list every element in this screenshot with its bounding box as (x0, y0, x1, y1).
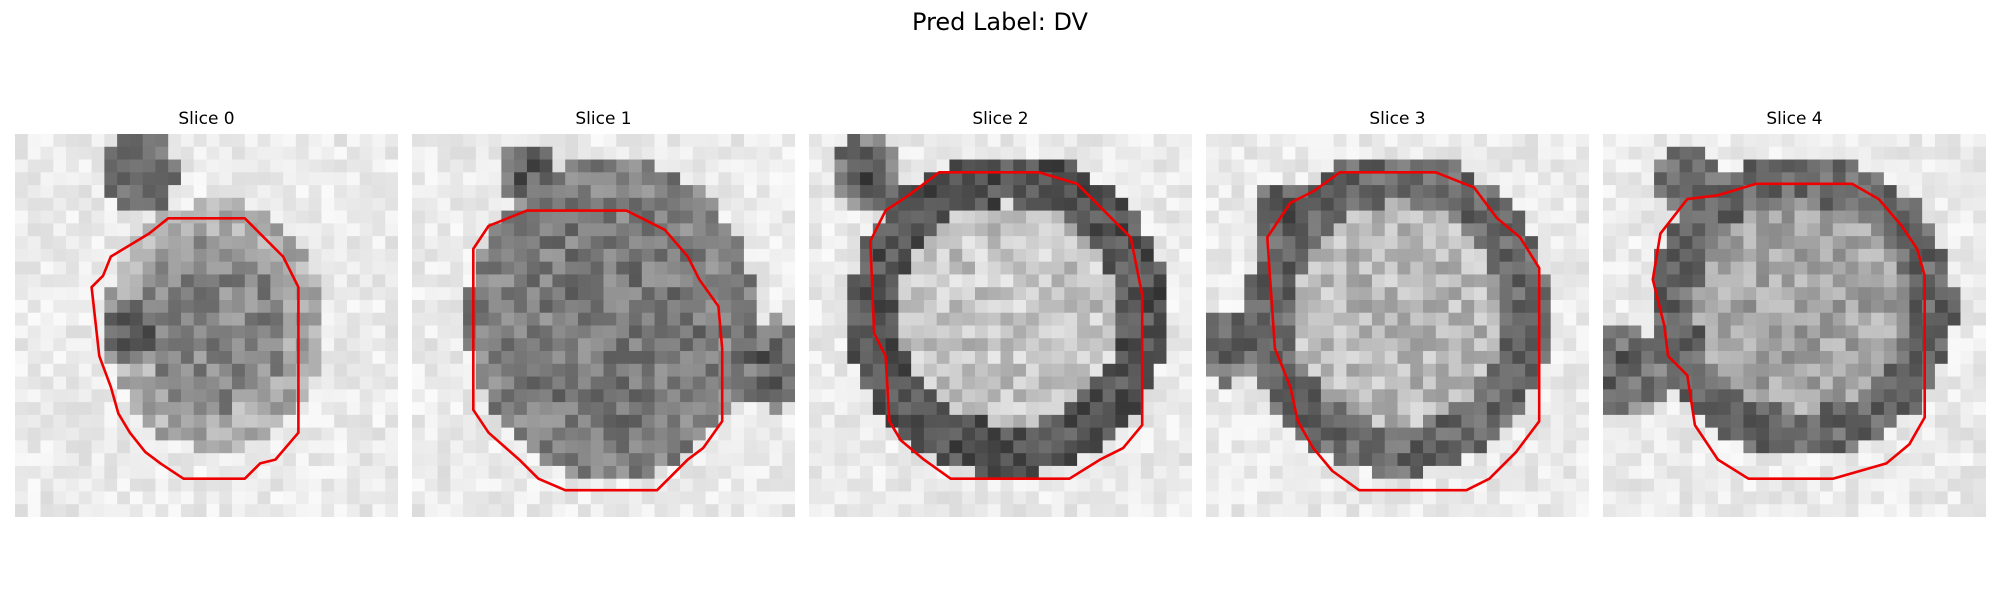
slice-pixels-1 (412, 134, 795, 517)
slice-title-3: Slice 3 (1369, 109, 1426, 129)
slice-image-3 (1206, 134, 1589, 517)
slice-image-2 (809, 134, 1192, 517)
segmentation-contour-2 (868, 170, 1144, 481)
segmentation-contour-4 (1651, 182, 1927, 481)
slice-image-0 (15, 134, 398, 517)
slice-pixels-0 (15, 134, 398, 517)
slice-title-1: Slice 1 (575, 109, 632, 129)
segmentation-contour-1 (471, 209, 724, 492)
segmentation-contour-0 (90, 217, 300, 481)
slice-pixels-3 (1206, 134, 1589, 517)
slice-pixels-4 (1603, 134, 1986, 517)
segmentation-contour-3 (1265, 170, 1541, 492)
slice-image-1 (412, 134, 795, 517)
figure-title: Pred Label: DV (912, 8, 1088, 36)
slice-title-4: Slice 4 (1766, 109, 1823, 129)
slice-title-0: Slice 0 (178, 109, 235, 129)
slice-title-2: Slice 2 (972, 109, 1029, 129)
slice-image-4 (1603, 134, 1986, 517)
slice-pixels-2 (809, 134, 1192, 517)
